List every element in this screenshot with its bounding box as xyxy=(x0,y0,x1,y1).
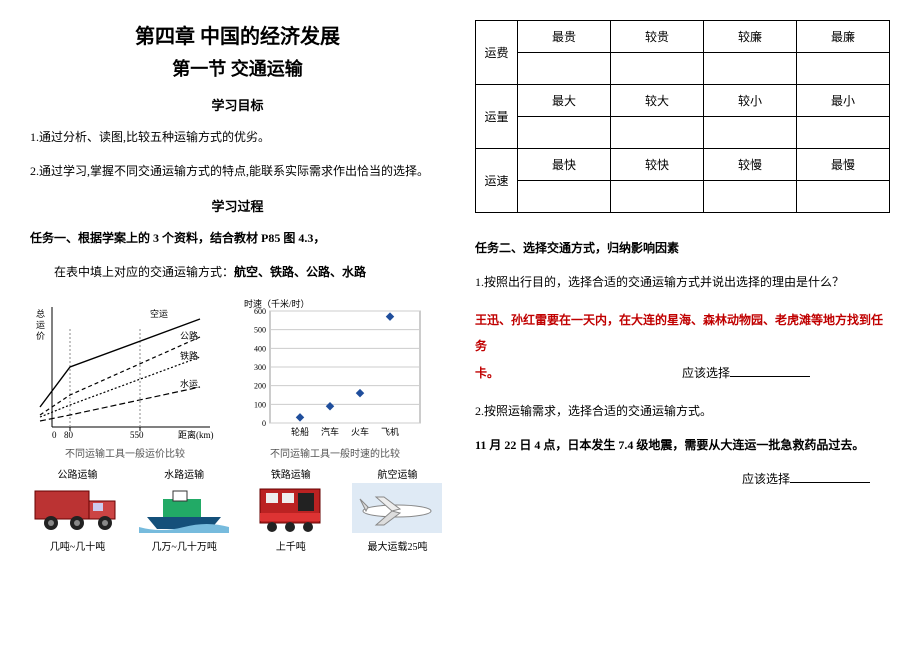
svg-text:轮船: 轮船 xyxy=(291,426,309,437)
svg-text:0: 0 xyxy=(262,419,266,428)
answer-2-row: 应该选择 xyxy=(475,470,890,488)
answer-1-blank[interactable] xyxy=(730,376,810,377)
table-blank-cell[interactable] xyxy=(704,181,797,213)
table-blank-cell[interactable] xyxy=(611,53,704,85)
section-title: 第一节 交通运输 xyxy=(30,55,445,81)
svg-text:0: 0 xyxy=(52,430,57,440)
svg-text:运: 运 xyxy=(36,320,45,330)
goal-1: 1.通过分析、读图,比较五种运输方式的优劣。 xyxy=(30,128,445,146)
table-header-cell: 最慢 xyxy=(797,149,890,181)
left-column: 第四章 中国的经济发展 第一节 交通运输 学习目标 1.通过分析、读图,比较五种… xyxy=(30,20,445,631)
table-header-cell: 最大 xyxy=(518,85,611,117)
svg-text:距离(km): 距离(km) xyxy=(178,429,214,440)
table-blank-cell[interactable] xyxy=(518,53,611,85)
table-blank-cell[interactable] xyxy=(797,181,890,213)
fill-prefix: 在表中填上对应的交通运输方式： xyxy=(54,265,234,279)
charts-row: 总 运 价 0 80 550 距离(km) 空运 公路 铁 xyxy=(30,297,445,460)
svg-text:空运: 空运 xyxy=(150,308,168,319)
transport-water: 水路运输 几万~几十万吨 xyxy=(137,466,232,553)
answer-2-blank[interactable] xyxy=(790,482,870,483)
svg-text:600: 600 xyxy=(254,307,266,316)
table-header-cell: 较贵 xyxy=(611,21,704,53)
transport-road: 公路运输 几吨~几十吨 xyxy=(30,466,125,553)
svg-text:汽车: 汽车 xyxy=(321,426,339,437)
table-header-cell: 较廉 xyxy=(704,21,797,53)
compare-table: 运费最贵较贵较廉最廉运量最大较大较小最小运速最快较快较慢最慢 xyxy=(475,20,890,213)
right-column: 运费最贵较贵较廉最廉运量最大较大较小最小运速最快较快较慢最慢 任务二、选择交通方… xyxy=(475,20,890,631)
chart2-caption: 不同运输工具一般时速的比较 xyxy=(240,445,430,460)
task-2: 任务二、选择交通方式，归纳影响因素 xyxy=(475,239,890,257)
table-blank-cell[interactable] xyxy=(797,117,890,149)
svg-text:价: 价 xyxy=(36,331,45,341)
table-header-cell: 较快 xyxy=(611,149,704,181)
process-heading: 学习过程 xyxy=(30,196,445,215)
table-blank-cell[interactable] xyxy=(797,53,890,85)
table-header-cell: 最快 xyxy=(518,149,611,181)
table-rowhead: 运费 xyxy=(476,21,518,85)
ship-icon xyxy=(139,483,229,533)
svg-text:80: 80 xyxy=(64,430,74,440)
svg-text:火车: 火车 xyxy=(351,426,369,437)
chart1-caption: 不同运输工具一般运价比较 xyxy=(30,445,220,460)
transport-row: 公路运输 几吨~几十吨 水路运输 几万~几十万吨 铁路运输 xyxy=(30,466,445,553)
svg-text:飞机: 飞机 xyxy=(381,426,399,437)
svg-text:100: 100 xyxy=(254,400,266,409)
task-1: 任务一、根据学案上的 3 个资料，结合教材 P85 图 4.3， xyxy=(30,229,445,247)
task-1-fill: 在表中填上对应的交通运输方式：航空、铁路、公路、水路 xyxy=(30,263,445,281)
svg-text:水运: 水运 xyxy=(180,378,198,389)
transport-air: 航空运输 最大运载25吨 xyxy=(350,466,445,553)
q1-scenario-a: 王迅、孙红雷要在一天内，在大连的星海、森林动物园、老虎滩等地方找到任务 xyxy=(475,313,883,353)
cost-chart: 总 运 价 0 80 550 距离(km) 空运 公路 铁 xyxy=(30,297,220,460)
table-header-cell: 较慢 xyxy=(704,149,797,181)
svg-text:公路: 公路 xyxy=(180,330,198,341)
table-header-cell: 最小 xyxy=(797,85,890,117)
q2-scenario: 11 月 22 日 4 点，日本发生 7.4 级地震，需要从大连运一批急救药品过… xyxy=(475,436,890,454)
table-blank-cell[interactable] xyxy=(518,181,611,213)
table-header-cell: 最廉 xyxy=(797,21,890,53)
answer-2-label: 应该选择 xyxy=(742,472,790,486)
table-blank-cell[interactable] xyxy=(518,117,611,149)
chapter-title: 第四章 中国的经济发展 xyxy=(30,20,445,49)
table-blank-cell[interactable] xyxy=(704,117,797,149)
svg-text:400: 400 xyxy=(254,344,266,353)
q1-scenario: 王迅、孙红雷要在一天内，在大连的星海、森林动物园、老虎滩等地方找到任务 卡。 应… xyxy=(475,307,890,386)
table-header-cell: 最贵 xyxy=(518,21,611,53)
question-2: 2.按照运输需求，选择合适的交通运输方式。 xyxy=(475,402,890,420)
plane-icon xyxy=(352,483,442,533)
truck-icon xyxy=(33,483,123,533)
goal-2: 2.通过学习,掌握不同交通运输方式的特点,能联系实际需求作出恰当的选择。 xyxy=(30,162,445,180)
svg-text:300: 300 xyxy=(254,363,266,372)
table-header-cell: 较小 xyxy=(704,85,797,117)
table-blank-cell[interactable] xyxy=(704,53,797,85)
train-icon xyxy=(246,483,336,533)
svg-text:550: 550 xyxy=(130,430,144,440)
transport-rail: 铁路运输 上千吨 xyxy=(243,466,338,553)
svg-text:500: 500 xyxy=(254,326,266,335)
table-blank-cell[interactable] xyxy=(611,117,704,149)
q1-scenario-b: 卡。 xyxy=(475,366,499,380)
goals-heading: 学习目标 xyxy=(30,95,445,114)
question-1: 1.按照出行目的，选择合适的交通运输方式并说出选择的理由是什么？ xyxy=(475,273,890,291)
answer-1-label: 应该选择 xyxy=(682,366,730,380)
speed-chart: 时速（千米/时） 6005004003002001000 轮船汽车火车飞机 不同… xyxy=(240,297,430,460)
fill-modes: 航空、铁路、公路、水路 xyxy=(234,265,366,279)
svg-text:200: 200 xyxy=(254,382,266,391)
table-rowhead: 运速 xyxy=(476,149,518,213)
chart1-ylabel: 总 xyxy=(36,308,45,319)
table-blank-cell[interactable] xyxy=(611,181,704,213)
svg-text:铁路: 铁路 xyxy=(180,350,198,361)
table-rowhead: 运量 xyxy=(476,85,518,149)
table-header-cell: 较大 xyxy=(611,85,704,117)
